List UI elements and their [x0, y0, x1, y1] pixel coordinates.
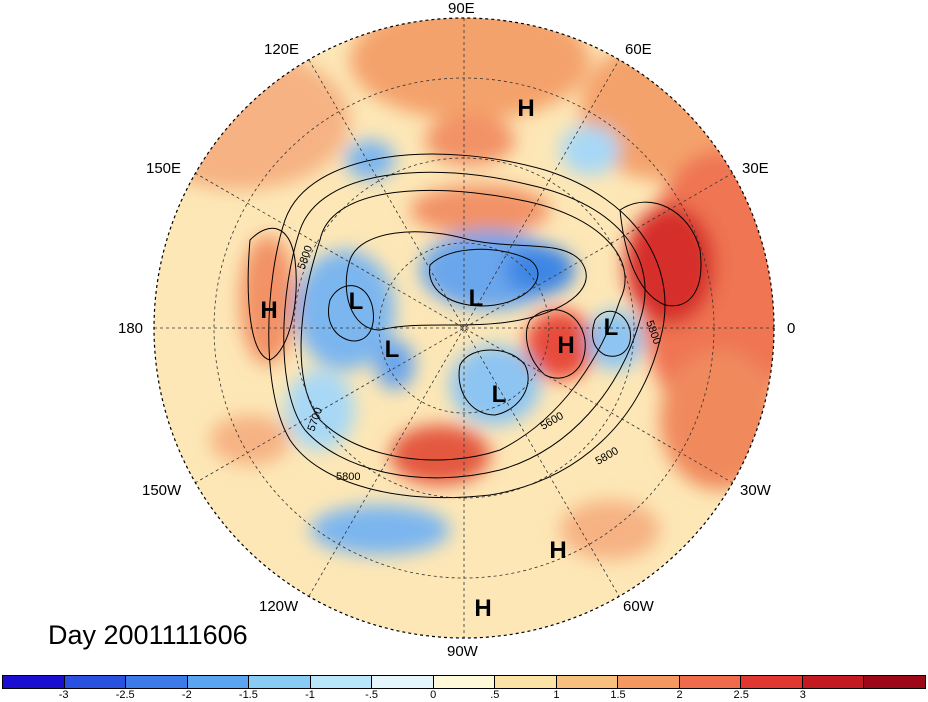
colorbar-segment	[187, 676, 250, 688]
contour-label: 5800	[336, 471, 360, 483]
map-boundary	[153, 17, 775, 639]
longitude-label-120w: 120W	[259, 598, 299, 615]
colorbar-segment	[310, 676, 373, 688]
colorbar-segment	[802, 676, 865, 688]
high-center-label: H	[549, 537, 566, 564]
colorbar-tick-label: 0	[430, 689, 437, 701]
colorbar-tick-label: 1.5	[610, 689, 626, 701]
colorbar-tick-label: -1.5	[238, 689, 258, 701]
colorbar-segment	[372, 676, 434, 688]
high-center-label: H	[260, 297, 277, 324]
longitude-label-0: 0	[787, 320, 796, 337]
high-center-label: H	[557, 332, 574, 359]
high-center-label: H	[474, 595, 491, 622]
colorbar-tick-label: -2	[181, 689, 192, 701]
graticule	[154, 18, 774, 638]
longitude-label-30e: 30E	[742, 160, 769, 177]
longitude-label-90e: 90E	[448, 0, 475, 17]
pressure-center-labels: H H H H H L L L L L	[260, 95, 618, 622]
colorbar-tick-label: -.5	[365, 689, 379, 701]
longitude-label-90w: 90W	[447, 643, 478, 660]
longitude-label-120e: 120E	[264, 41, 300, 58]
colorbar-tick-label: 2	[676, 689, 683, 701]
longitude-label-60e: 60E	[625, 41, 652, 58]
colorbar-tick-label: -2.5	[115, 689, 135, 701]
low-center-label: L	[469, 285, 484, 312]
low-center-label: L	[492, 381, 507, 408]
colorbar-tick-label: 1	[553, 689, 560, 701]
low-center-label: L	[385, 336, 400, 363]
colorbar-segment	[618, 676, 680, 688]
colorbar-segment	[3, 676, 65, 688]
colorbar-segment	[741, 676, 803, 688]
colorbar-segment	[126, 676, 188, 688]
colorbar-segment	[433, 676, 496, 688]
height-contours	[247, 153, 702, 498]
longitude-label-180: 180	[118, 320, 144, 337]
colorbar-segment	[249, 676, 311, 688]
colorbar-segment	[64, 676, 127, 688]
colorbar-segment	[556, 676, 619, 688]
colorbar-tick-label: -1	[305, 689, 315, 701]
colorbar-segment	[679, 676, 742, 688]
colorbar-tick-label: 3	[799, 689, 806, 701]
high-center-label: H	[517, 95, 534, 122]
colorbar	[2, 675, 926, 689]
low-center-label: L	[604, 314, 619, 341]
map-title: Day 2001111606	[48, 620, 248, 650]
colorbar-tick-label: 2.5	[733, 689, 749, 701]
colorbar-tick-label: -3	[58, 689, 69, 701]
colorbar-segment	[864, 676, 925, 688]
low-center-label: L	[349, 288, 364, 315]
colorbar-segment	[495, 676, 557, 688]
longitude-label-150w: 150W	[142, 482, 182, 499]
longitude-label-60w: 60W	[623, 598, 654, 615]
longitude-label-150e: 150E	[146, 160, 182, 177]
anomaly-field	[154, 18, 774, 638]
longitude-label-30w: 30W	[740, 482, 771, 499]
colorbar-tick-label: .5	[490, 689, 500, 701]
